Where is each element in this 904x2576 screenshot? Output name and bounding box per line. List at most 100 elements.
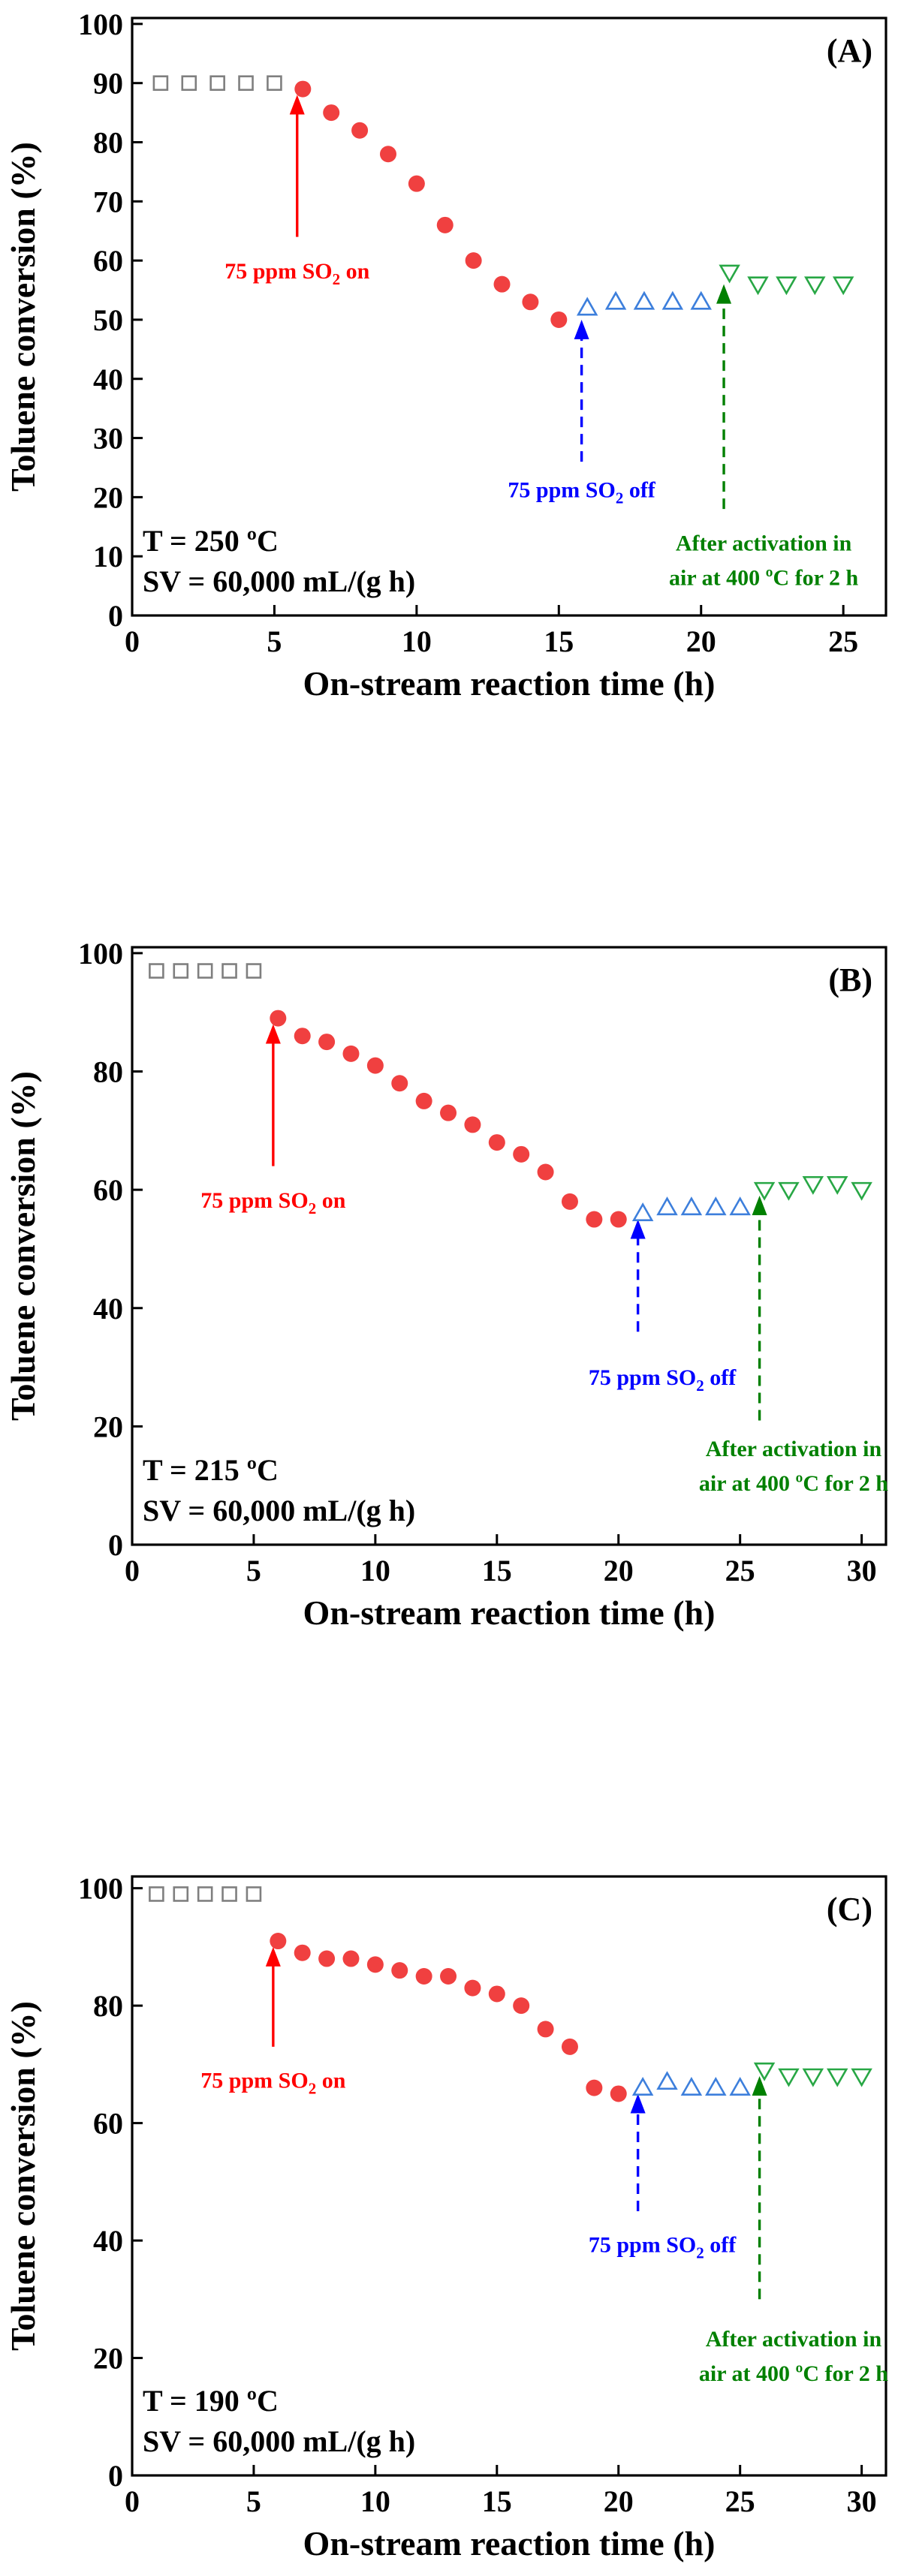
y-tick-label: 80 [93,126,123,160]
data-point [493,275,511,293]
data-point [173,963,189,979]
y-tick-label: 40 [93,2224,123,2258]
annotation-part: off [623,477,655,502]
series-triangle-down-open [753,2062,872,2087]
annotation-text: 75 ppm SO2 off [508,477,655,507]
y-tick-label: 60 [93,1173,123,1207]
data-point [826,2068,848,2087]
data-point [633,290,655,310]
annotation-text: air at 400 ºC for 2 h [699,2361,888,2386]
series-triangle-down-open [753,1175,872,1201]
annotation-subscript: 2 [696,1377,704,1395]
y-tick-label: 90 [93,67,123,101]
y-tick-label: 60 [93,244,123,278]
arrow-head [630,2093,646,2114]
data-point [464,1116,481,1133]
data-point [152,75,169,91]
data-point [778,2068,800,2087]
data-point [604,290,627,310]
condition-text: T = 215 ºC [143,1453,279,1487]
data-point [631,2077,654,2096]
data-point [826,1175,848,1195]
data-point [778,1181,800,1201]
data-point [246,963,262,979]
data-point [586,1211,603,1228]
x-axis-label: On-stream reaction time (h) [303,664,716,703]
x-tick-label: 0 [125,2484,140,2518]
data-point [149,1886,164,1902]
annotation-part: 75 ppm SO [200,1188,308,1213]
annotation-part: 75 ppm SO [224,259,332,284]
y-tick-label: 50 [93,303,123,337]
y-axis-label: Toluene conversion (%) [4,2001,42,2351]
data-point [342,1950,360,1967]
arrow-head [752,2076,767,2096]
annotation-text: 75 ppm SO2 on [224,259,369,288]
chart-panel-1: 0 10 20 30 40 50 60 70 80 90 100 0 5 10 15 20 25 On-strea… [4,8,887,703]
data-point [631,1202,654,1221]
annotation-part: on [340,259,370,284]
data-point [391,1962,408,1979]
y-tick-label: 80 [93,1989,123,2023]
data-point [181,75,197,91]
x-tick-label: 20 [686,624,716,658]
condition-text: SV = 60,000 mL/(g h) [143,1494,415,1527]
arrow-head [630,1219,646,1239]
series-triangle-up-open [631,2071,751,2096]
y-tick-label: 20 [93,2342,123,2376]
data-point [690,290,712,310]
data-point [267,75,282,91]
data-point [415,1968,432,1985]
data-point [342,1045,360,1062]
data-point [832,276,854,296]
x-tick-label: 30 [847,1554,877,1587]
plot-frame [131,17,887,617]
data-point [656,1196,678,1216]
condition-text: SV = 60,000 mL/(g h) [143,2424,415,2458]
series-square-open [149,963,262,979]
y-tick-label: 10 [93,540,123,573]
data-point [513,1145,530,1163]
series-triangle-up-open [631,1196,751,1221]
x-tick-label: 5 [246,1554,261,1587]
annotation-part: 75 ppm SO [200,2069,308,2093]
data-point [802,1175,824,1195]
annotation-text: 75 ppm SO2 off [589,1365,737,1395]
data-point [415,1092,432,1109]
y-tick-label: 0 [108,2459,123,2493]
series-triangle-down-open [719,264,854,296]
panel-label: (C) [827,1891,872,1927]
data-point [436,216,454,233]
annotation-subscript: 2 [616,489,624,507]
condition-text: T = 190 ºC [143,2384,279,2418]
x-tick-label: 20 [604,1554,634,1587]
data-point [537,1163,554,1181]
y-tick-label: 30 [93,422,123,456]
data-point [318,1034,336,1051]
x-tick-label: 20 [604,2484,634,2518]
data-point [351,122,369,139]
annotation-part: off [704,1365,737,1390]
series-square-open [152,75,282,91]
data-point [705,1196,727,1216]
annotation-text: 75 ppm SO2 on [200,2069,345,2098]
data-point [149,963,164,979]
x-tick-label: 25 [725,1554,755,1587]
annotation-subscript: 2 [309,1199,317,1217]
data-point [294,80,312,98]
annotation-text: air at 400 ºC for 2 h [669,565,858,590]
x-tick-label: 0 [125,1554,140,1587]
data-point [513,1997,530,2015]
data-point [586,2079,603,2096]
y-tick-label: 20 [93,1410,123,1443]
annotation-part: on [316,2069,346,2093]
data-point [747,276,769,296]
series-circle-filled [294,80,568,328]
annotation-part: on [316,1188,346,1213]
y-tick-label: 20 [93,480,123,514]
data-point [391,1075,408,1092]
data-point [366,1057,384,1074]
x-tick-label: 30 [847,2484,877,2518]
